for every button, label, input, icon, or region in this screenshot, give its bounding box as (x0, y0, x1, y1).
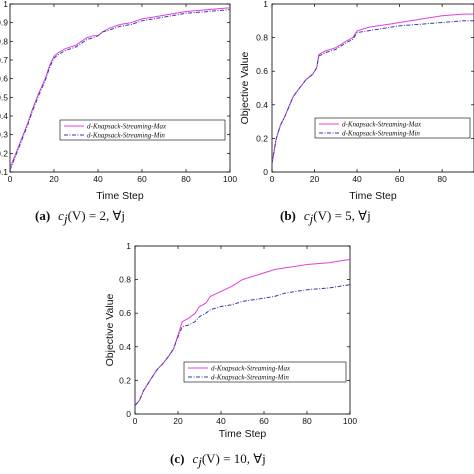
x-tick-label: 80 (302, 416, 312, 426)
caption-math-c: c (192, 451, 198, 466)
legend-entry: d-Knapsack-Streaming-Min (87, 132, 165, 140)
legend-entry: d-Knapsack-Streaming-Max (342, 121, 422, 129)
plot-frame (134, 245, 351, 415)
y-tick-label: 0.6 (119, 308, 131, 318)
legend-box (183, 361, 347, 383)
y-tick-label: 0.4 (0, 111, 8, 121)
legend-entry: d-Knapsack-Streaming-Max (87, 123, 167, 131)
panel-caption: (b) cj(V) = 5, ∀j (280, 208, 371, 226)
series-line-max (134, 258, 351, 406)
caption-math-sub: j (308, 211, 314, 226)
x-axis-label: Time Step (96, 190, 144, 202)
x-tick-label: 40 (352, 174, 362, 184)
y-tick-label: 0.2 (256, 133, 268, 143)
x-axis-label: Time Step (219, 428, 267, 440)
y-tick-label: 0.2 (119, 375, 131, 385)
panel-caption: (a) cj(V) = 2, ∀j (35, 208, 125, 226)
x-tick-label: 20 (173, 416, 183, 426)
x-tick-label: 80 (181, 174, 191, 184)
y-tick-label: 0.7 (0, 55, 8, 65)
y-tick-label: 0.8 (0, 36, 8, 46)
y-tick-label: 1 (3, 0, 8, 9)
x-tick-label: 60 (259, 416, 269, 426)
x-tick-label: 40 (216, 416, 226, 426)
caption-math-sub: j (62, 211, 68, 226)
x-axis-label: Time Step (349, 190, 397, 202)
series-line-min (271, 20, 474, 164)
caption-math-rest: (V) = 5, ∀j (313, 208, 370, 223)
legend-entry: d-Knapsack-Streaming-Min (211, 374, 289, 382)
y-tick-label: 0.8 (256, 33, 268, 43)
legend-entry: d-Knapsack-Streaming-Min (342, 130, 420, 138)
chart-panel-a: 0 20 40 60 80 100 0.1 0.2 0.3 0.4 0.5 0.6 0.7 0.8 0.9 1… (0, 0, 237, 226)
caption-tag: (c) (170, 451, 184, 466)
y-tick-label: 0 (126, 409, 131, 419)
x-tick-label: 0 (133, 416, 138, 426)
x-tick-label: 40 (93, 174, 103, 184)
x-tick-label: 60 (395, 174, 405, 184)
plot-frame (271, 3, 474, 173)
legend-box (59, 119, 226, 141)
caption-math-rest: (V) = 10, ∀j (202, 451, 266, 466)
series-line-max (9, 7, 231, 169)
x-tick-label: 60 (137, 174, 147, 184)
caption-math-rest: (V) = 2, ∀j (68, 208, 125, 223)
y-tick-label: 0.3 (0, 130, 8, 140)
y-axis-label: Objective Value (239, 51, 251, 124)
series-line-min (9, 9, 231, 171)
y-tick-label: 0.9 (0, 18, 8, 28)
y-tick-label: 0.4 (256, 100, 268, 110)
caption-math-c: c (304, 208, 310, 223)
y-tick-label: 0.6 (0, 74, 8, 84)
legend-box (314, 117, 471, 139)
x-tick-label: 20 (49, 174, 59, 184)
caption-tag: (b) (280, 208, 296, 223)
y-tick-label: 0.6 (256, 66, 268, 76)
y-axis-label: Objective Value (104, 293, 116, 366)
y-tick-label: 0.4 (119, 342, 131, 352)
x-tick-label: 20 (310, 174, 320, 184)
plot-frame (9, 3, 231, 173)
legend: d-Knapsack-Streaming-Maxd-Knapsack-Strea… (59, 119, 226, 141)
chart-panel-b: 0 20 40 60 80 0 0.2 0.4 0.6 0.8 1 Time Step Objectiv… (239, 0, 474, 226)
x-tick-label: 0 (270, 174, 275, 184)
y-tick-label: 1 (263, 0, 268, 9)
y-tick-label: 0.5 (0, 92, 8, 102)
y-tick-label: 0 (263, 167, 268, 177)
series-line-min (134, 284, 351, 406)
x-tick-label: 80 (437, 174, 447, 184)
x-tick-label: 100 (343, 416, 357, 426)
panel-caption: (c) cj(V) = 10, ∀j (170, 451, 266, 469)
caption-math-c: c (58, 208, 64, 223)
x-tick-label: 0 (8, 174, 13, 184)
y-tick-label: 0.8 (119, 275, 131, 285)
y-tick-label: 0.2 (0, 148, 8, 158)
y-tick-label: 1 (126, 241, 131, 251)
y-tick-label: 0.1 (0, 167, 8, 177)
legend: d-Knapsack-Streaming-Maxd-Knapsack-Strea… (183, 361, 347, 383)
caption-math-sub: j (196, 454, 202, 469)
x-tick-label: 100 (223, 174, 237, 184)
chart-panel-c: 0 20 40 60 80 100 0 0.2 0.4 0.6 0.8 1 Time Step Objec… (104, 241, 357, 469)
legend: d-Knapsack-Streaming-Maxd-Knapsack-Strea… (314, 117, 471, 139)
caption-tag: (a) (35, 208, 50, 223)
legend-entry: d-Knapsack-Streaming-Max (211, 365, 291, 373)
